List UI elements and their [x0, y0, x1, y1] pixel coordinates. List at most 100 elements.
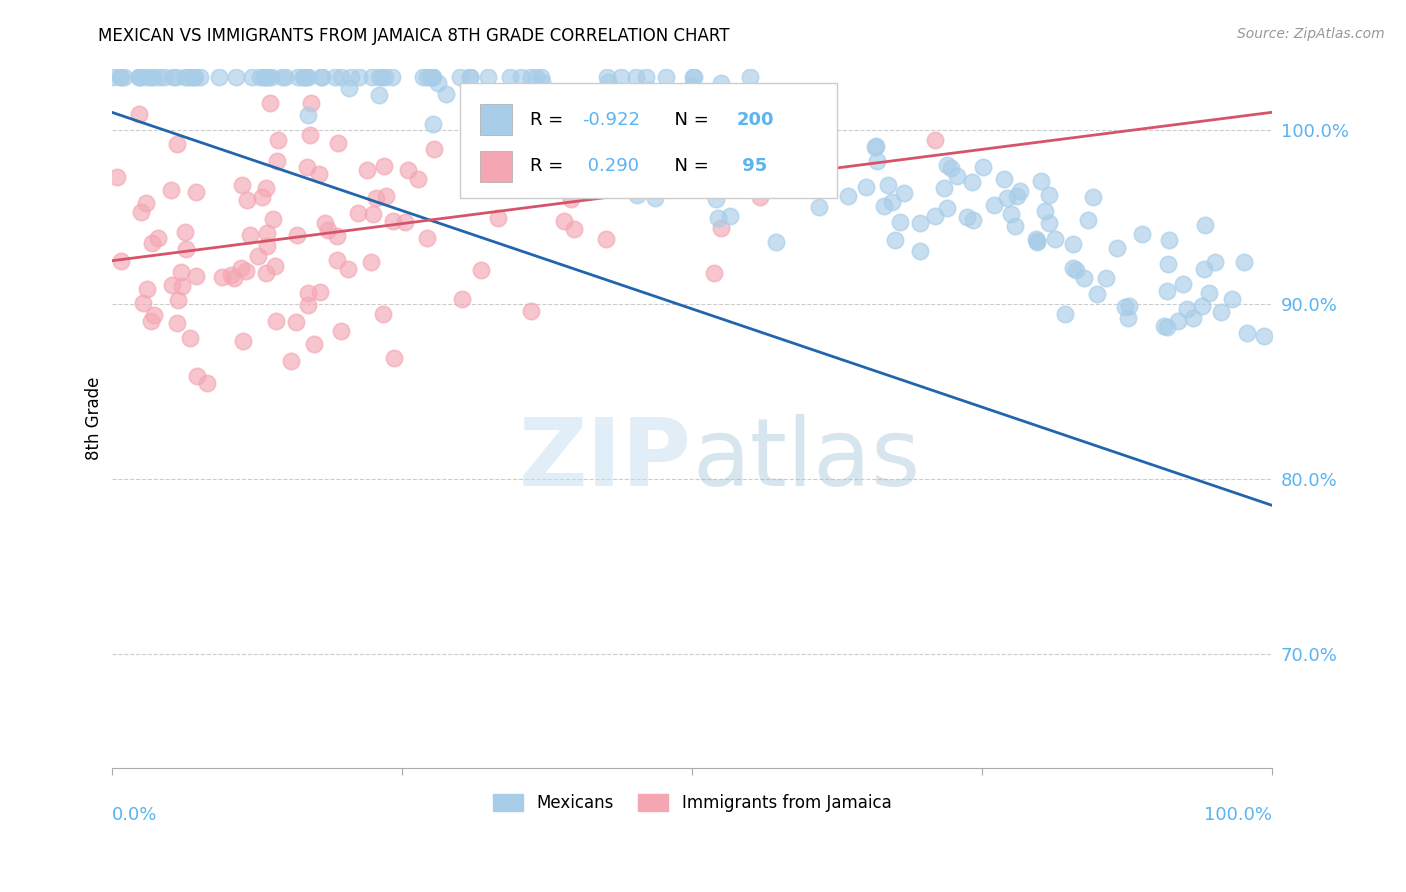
Point — [254, 266, 277, 280]
Point — [309, 70, 332, 85]
Point — [165, 70, 187, 85]
Point — [105, 169, 128, 184]
Y-axis label: 8th Grade: 8th Grade — [86, 376, 103, 459]
Text: MEXICAN VS IMMIGRANTS FROM JAMAICA 8TH GRADE CORRELATION CHART: MEXICAN VS IMMIGRANTS FROM JAMAICA 8TH G… — [98, 27, 730, 45]
Point — [184, 186, 207, 200]
Point — [259, 70, 281, 85]
Point — [866, 154, 889, 169]
Point — [257, 70, 280, 85]
Point — [139, 70, 162, 85]
Point — [329, 70, 352, 85]
Point — [683, 70, 706, 85]
Point — [889, 215, 911, 229]
Point — [1191, 299, 1213, 313]
Point — [146, 231, 169, 245]
Point — [1220, 293, 1243, 307]
Point — [422, 70, 444, 85]
Point — [468, 122, 491, 136]
Point — [262, 211, 284, 226]
Point — [422, 117, 444, 131]
Point — [177, 70, 200, 85]
Point — [349, 70, 371, 85]
Point — [934, 181, 956, 195]
Point — [1025, 235, 1047, 250]
Bar — [479, 103, 512, 136]
Point — [232, 334, 254, 348]
Bar — [479, 151, 512, 182]
Point — [652, 126, 675, 140]
Point — [624, 139, 647, 153]
Point — [872, 199, 894, 213]
Point — [174, 70, 197, 85]
Text: ZIP: ZIP — [519, 414, 692, 506]
Point — [1029, 174, 1052, 188]
Point — [808, 200, 831, 214]
Point — [882, 194, 904, 209]
Point — [249, 70, 271, 85]
Point — [543, 128, 565, 143]
Point — [1157, 233, 1180, 247]
Point — [1000, 207, 1022, 221]
Point — [186, 368, 208, 383]
Point — [254, 70, 277, 85]
Point — [360, 255, 382, 269]
Point — [297, 160, 319, 174]
Point — [160, 183, 183, 197]
Point — [1038, 187, 1060, 202]
Point — [195, 376, 218, 391]
Point — [128, 70, 150, 85]
Point — [256, 226, 278, 240]
Point — [1116, 310, 1139, 325]
Point — [396, 163, 419, 178]
Text: N =: N = — [664, 157, 714, 176]
Point — [609, 70, 631, 85]
Point — [174, 242, 197, 256]
Point — [302, 336, 325, 351]
Point — [423, 142, 446, 156]
Point — [633, 180, 655, 194]
Point — [420, 70, 443, 85]
Point — [582, 143, 605, 157]
Point — [707, 140, 730, 154]
Point — [586, 153, 609, 167]
Point — [1153, 318, 1175, 333]
Point — [219, 268, 242, 283]
Point — [368, 88, 391, 103]
Point — [297, 286, 319, 301]
Point — [181, 70, 204, 85]
Point — [184, 268, 207, 283]
Point — [638, 83, 661, 97]
Point — [946, 169, 969, 183]
Point — [1053, 307, 1076, 321]
Point — [863, 140, 886, 154]
Point — [636, 70, 658, 85]
Point — [540, 142, 562, 156]
Point — [644, 191, 666, 205]
Text: 200: 200 — [737, 111, 773, 128]
Point — [148, 70, 170, 85]
Point — [183, 70, 205, 85]
Point — [591, 87, 613, 101]
Point — [254, 181, 277, 195]
Point — [142, 70, 165, 85]
Point — [142, 308, 165, 322]
Point — [374, 189, 396, 203]
Point — [1130, 227, 1153, 241]
Text: R =: R = — [530, 111, 568, 128]
Point — [368, 70, 391, 85]
Point — [235, 264, 257, 278]
Text: 95: 95 — [737, 157, 768, 176]
Point — [884, 233, 907, 247]
Point — [595, 232, 617, 246]
Point — [924, 133, 946, 147]
Point — [562, 222, 585, 236]
Point — [1064, 263, 1087, 277]
Point — [865, 138, 887, 153]
Point — [166, 136, 188, 151]
Point — [328, 136, 350, 150]
Point — [253, 70, 276, 85]
Point — [162, 70, 184, 85]
Point — [983, 198, 1005, 212]
Point — [1233, 255, 1256, 269]
Point — [434, 87, 457, 101]
